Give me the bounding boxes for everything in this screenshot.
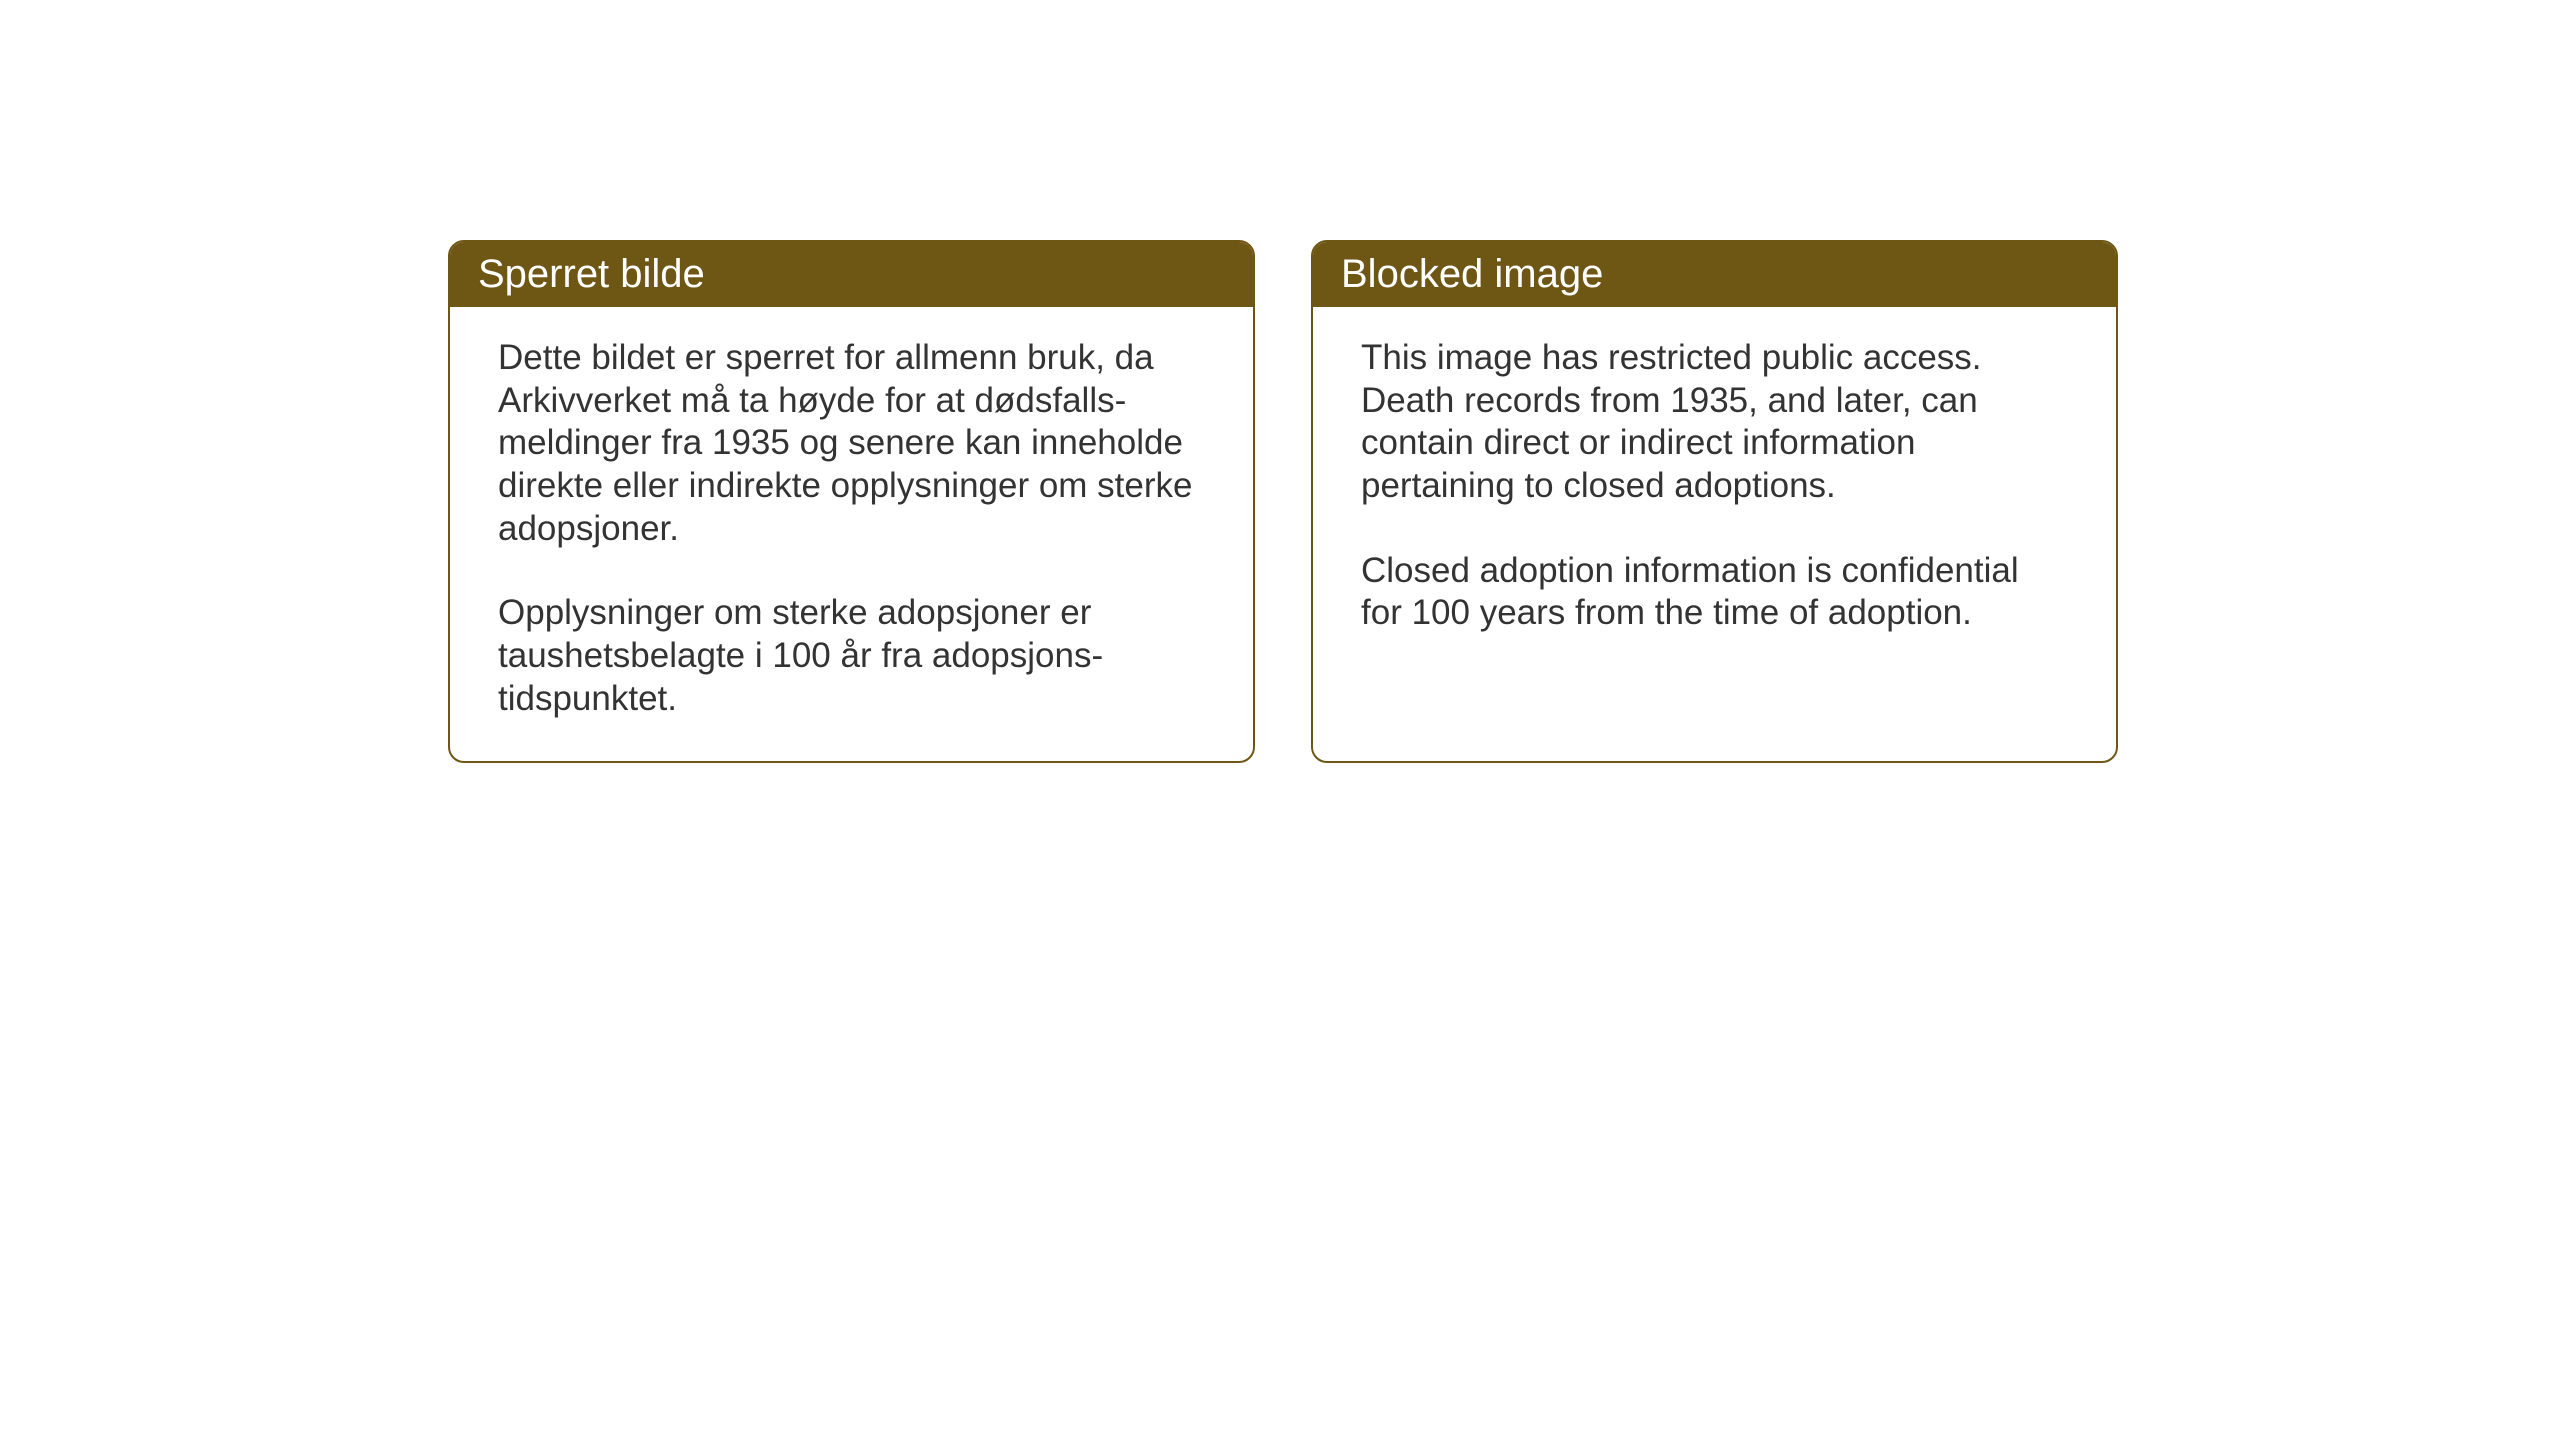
english-card-body: This image has restricted public access.… — [1313, 307, 2116, 675]
notice-cards-container: Sperret bilde Dette bildet er sperret fo… — [448, 240, 2118, 763]
english-notice-card: Blocked image This image has restricted … — [1311, 240, 2118, 763]
norwegian-paragraph-1: Dette bildet er sperret for allmenn bruk… — [498, 337, 1205, 550]
english-paragraph-2: Closed adoption information is confident… — [1361, 550, 2068, 635]
norwegian-card-title: Sperret bilde — [450, 242, 1253, 307]
norwegian-notice-card: Sperret bilde Dette bildet er sperret fo… — [448, 240, 1255, 763]
norwegian-card-body: Dette bildet er sperret for allmenn bruk… — [450, 307, 1253, 761]
norwegian-paragraph-2: Opplysninger om sterke adopsjoner er tau… — [498, 592, 1205, 720]
english-paragraph-1: This image has restricted public access.… — [1361, 337, 2068, 508]
english-card-title: Blocked image — [1313, 242, 2116, 307]
